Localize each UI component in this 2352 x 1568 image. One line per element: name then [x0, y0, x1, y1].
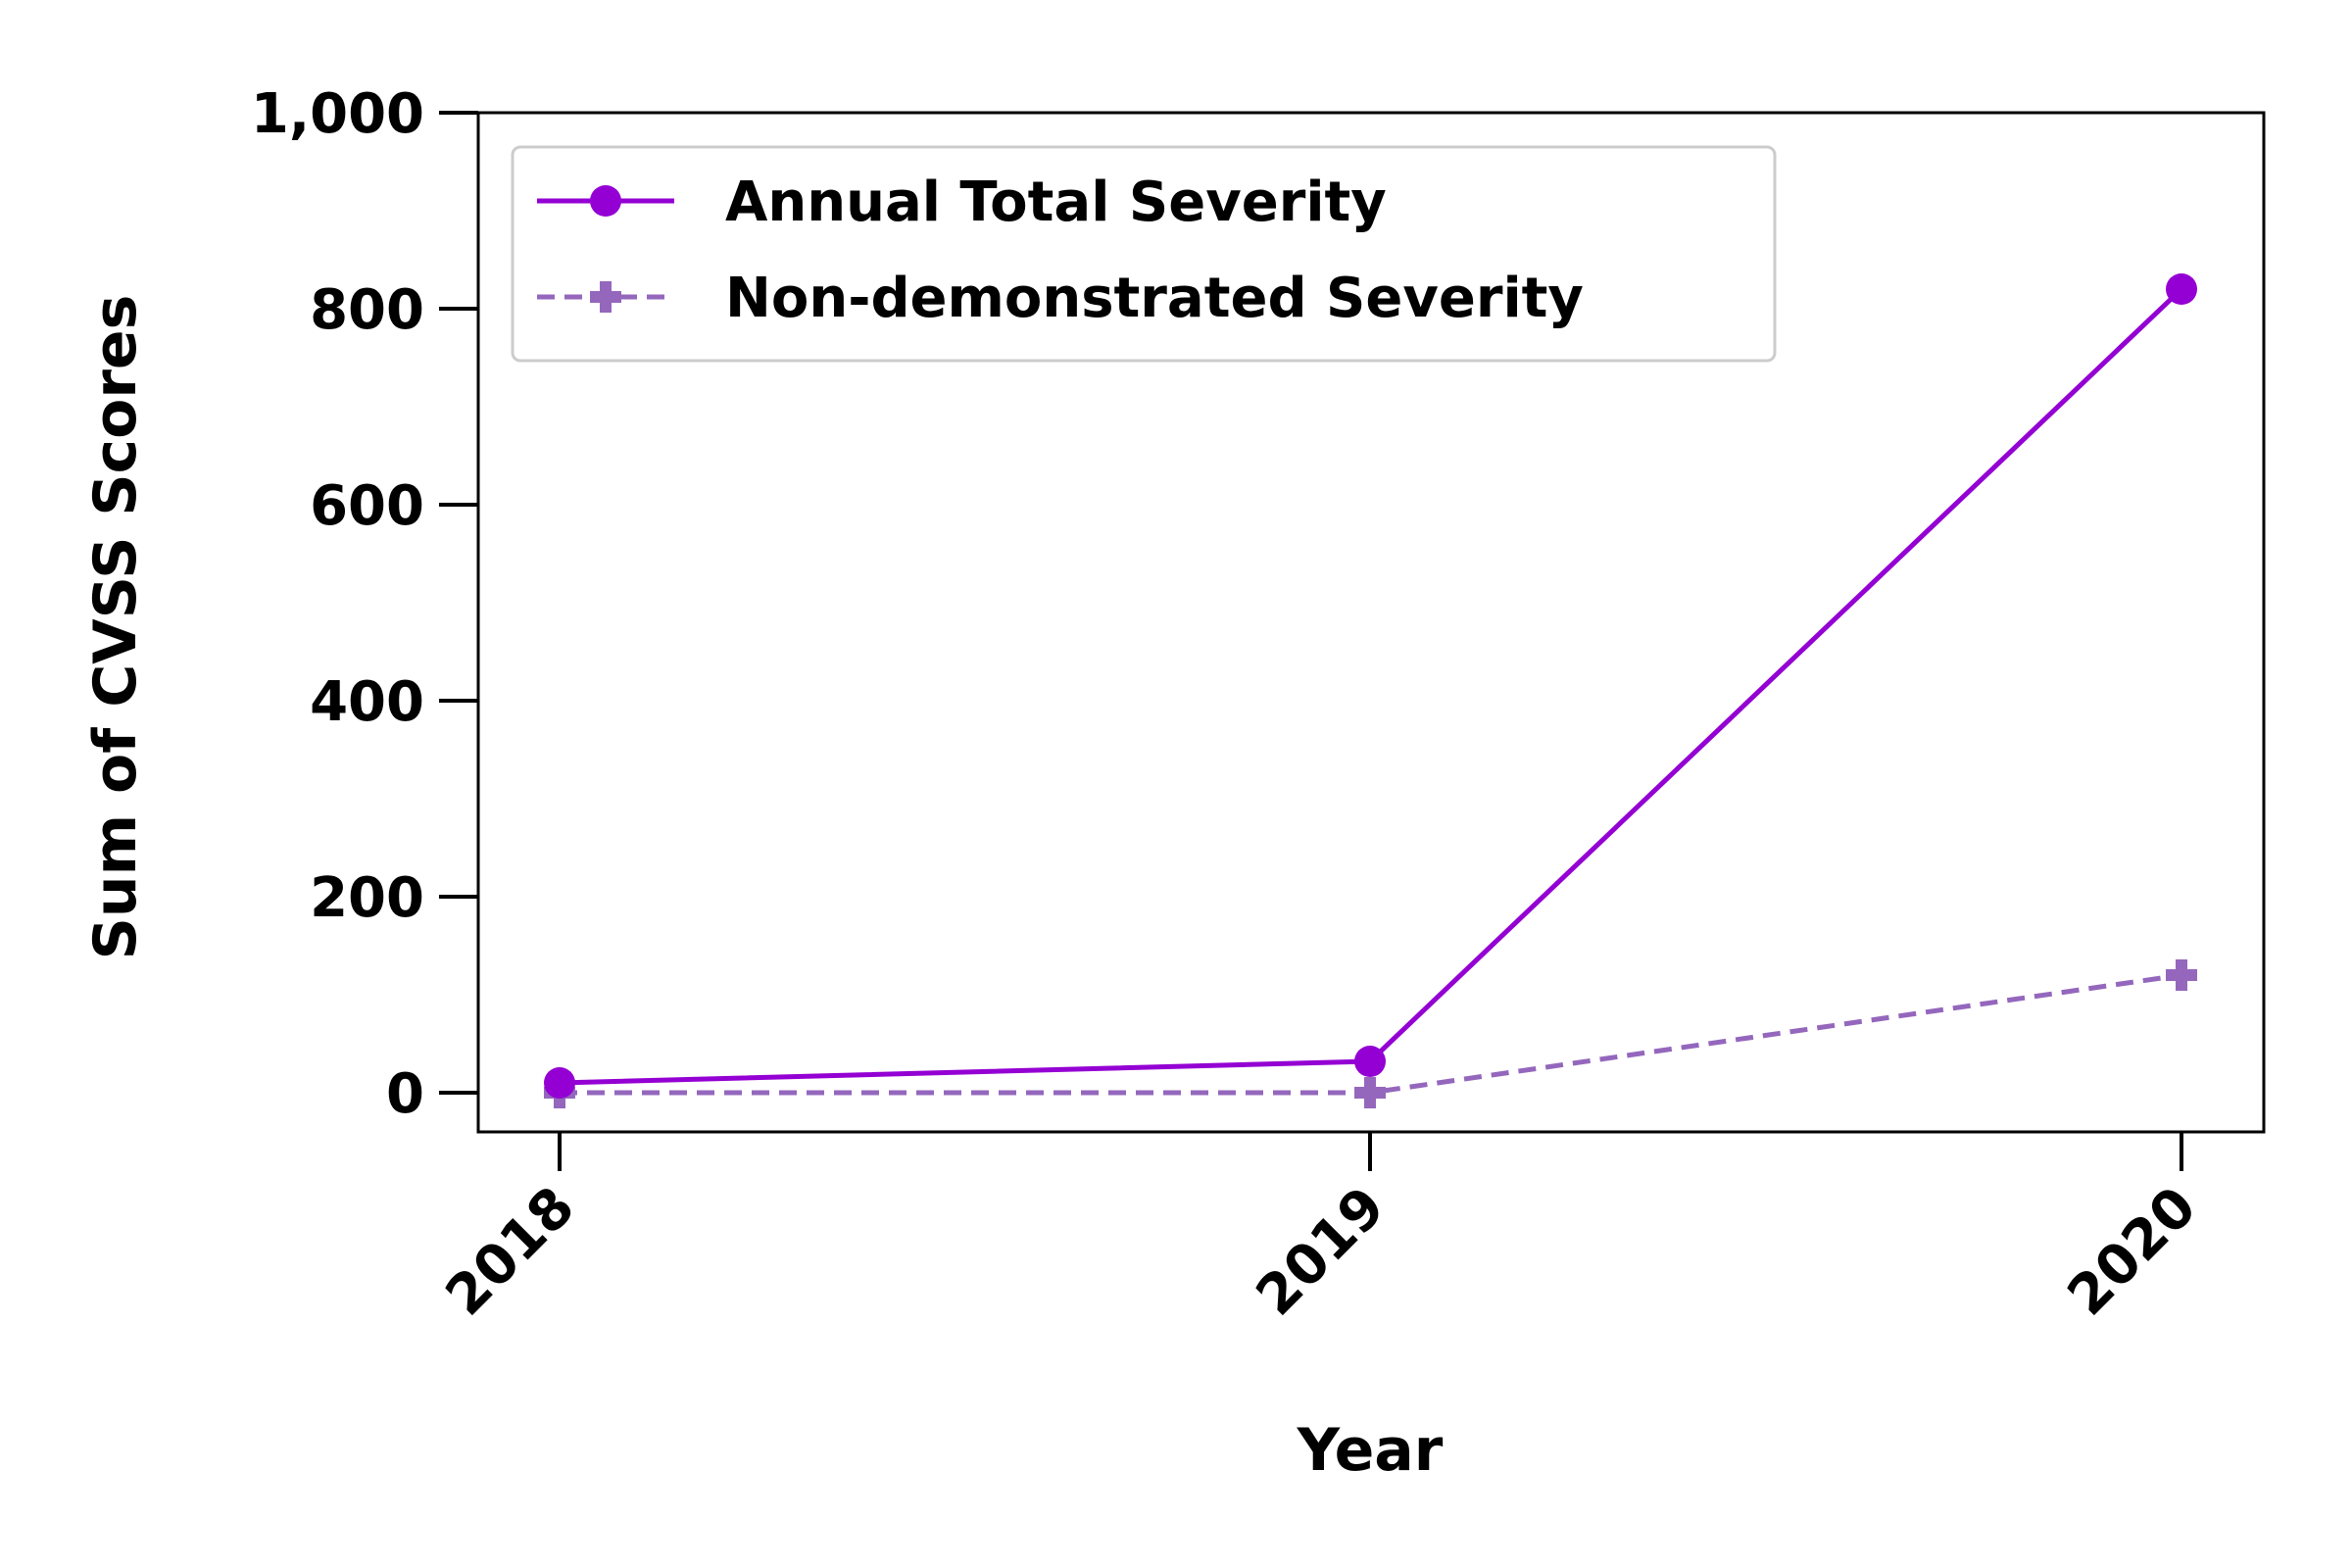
x-axis-title: Year — [1297, 1416, 1444, 1485]
series-layer — [544, 273, 2197, 1108]
data-point — [1354, 1077, 1386, 1108]
legend-label: Annual Total Severity — [725, 171, 1387, 234]
y-axis: 0 200 400 600 800 1,000 — [251, 82, 478, 1126]
legend-marker — [590, 281, 621, 313]
series-annual-total — [544, 273, 2197, 1099]
y-tick-label: 1,000 — [251, 82, 424, 146]
y-tick-label: 0 — [386, 1062, 424, 1126]
y-tick-label: 200 — [310, 866, 424, 930]
x-tick-label: 2018 — [434, 1175, 587, 1328]
data-point — [1354, 1046, 1386, 1077]
y-tick-label: 400 — [310, 670, 424, 734]
data-point — [544, 1067, 575, 1099]
legend-label: Non-demonstrated Severity — [725, 267, 1584, 330]
legend: Annual Total Severity Non-demonstrated Se… — [511, 145, 1777, 363]
legend-box — [511, 145, 1777, 363]
x-tick-label: 2020 — [2056, 1175, 2209, 1328]
x-axis: 2018 2019 2020 — [434, 1132, 2209, 1328]
y-tick-label: 800 — [310, 278, 424, 342]
y-axis-title: Sum of CVSS Scores — [81, 295, 150, 960]
x-tick-label: 2019 — [1245, 1175, 1397, 1328]
data-point — [2166, 959, 2197, 991]
data-point — [2166, 273, 2197, 305]
legend-marker — [590, 185, 621, 217]
y-tick-label: 600 — [310, 474, 424, 538]
